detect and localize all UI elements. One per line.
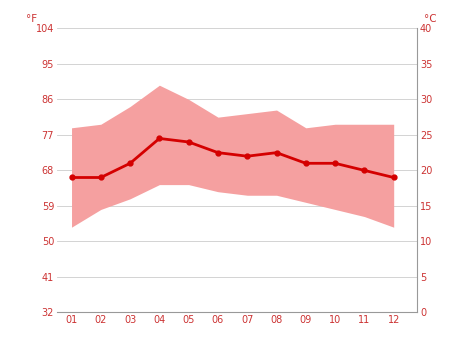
Text: °F: °F <box>26 14 37 24</box>
Text: °C: °C <box>424 14 437 24</box>
